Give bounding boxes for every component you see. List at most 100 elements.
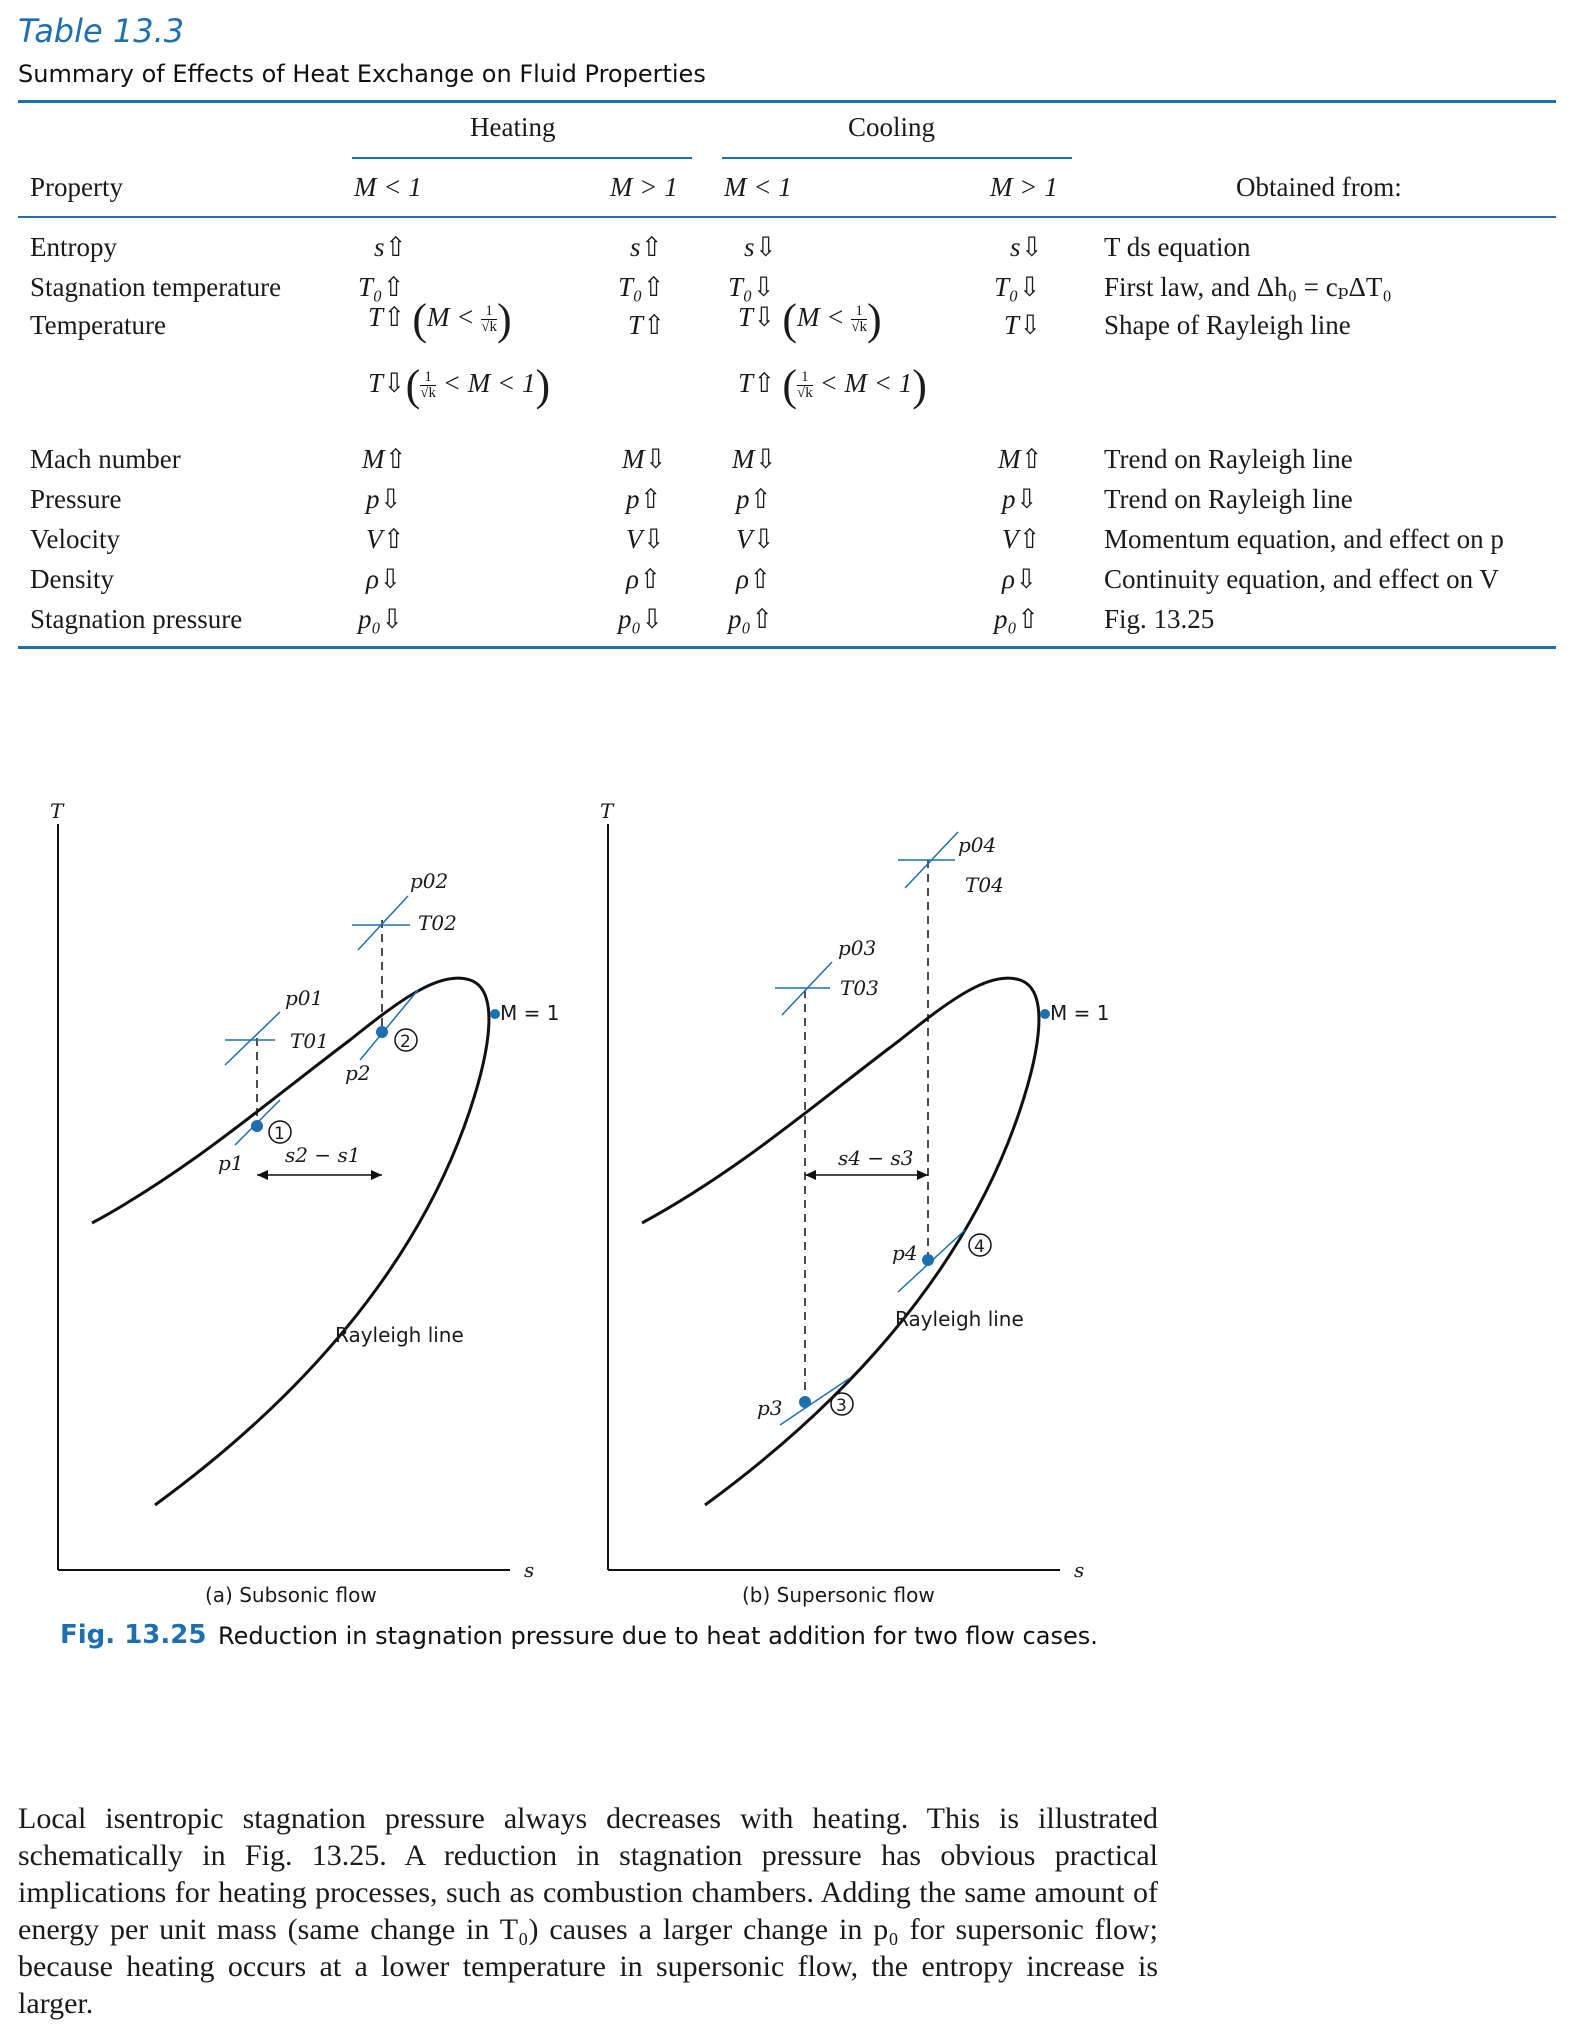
label-T02: T02 <box>418 911 457 935</box>
label-T04: T04 <box>965 873 1004 897</box>
label-p2: p2 <box>345 1061 371 1085</box>
row-cell: s⇧ <box>374 232 408 262</box>
T02-line <box>357 895 409 951</box>
temp-heating-subsonic-a: T⇧ (M < 1 √k) <box>368 294 512 344</box>
row-cell: s⇩ <box>1010 232 1044 262</box>
caption-a: (a) Subsonic flow <box>205 1583 377 1607</box>
temp-cooling-subsonic-a: T⇩ (M < 1 √k) <box>738 294 882 344</box>
label-T03: T03 <box>840 976 879 1000</box>
label-ds-b: s4 − s3 <box>838 1146 913 1170</box>
mach-label-a: M = 1 <box>500 1001 559 1025</box>
row-cell: M⇧ <box>362 444 408 474</box>
row-cell: p⇩ <box>1002 484 1039 514</box>
label-p03: p03 <box>838 936 876 960</box>
rayleigh-curve-a <box>91 976 491 1507</box>
row-source: Momentum equation, and effect on p <box>1104 524 1504 554</box>
label-p02: p02 <box>410 869 448 893</box>
row-source: Trend on Rayleigh line <box>1104 484 1353 514</box>
panel-a: T s M = 1 1 2 <box>50 799 559 1607</box>
row-cell: V⇧ <box>366 524 406 554</box>
col-header-source: Obtained from: <box>1236 172 1402 202</box>
T01-line <box>224 1011 281 1066</box>
table-title: Summary of Effects of Heat Exchange on F… <box>18 60 706 88</box>
ds-arrowhead-left-a <box>257 1170 268 1180</box>
row-cell: M⇩ <box>622 444 668 474</box>
label-ds-a: s2 − s1 <box>285 1143 360 1167</box>
row-property: Temperature <box>30 310 167 340</box>
label-p4: p4 <box>892 1241 918 1265</box>
row-cell: T₀⇧ <box>618 272 666 302</box>
rayleigh-label-b: Rayleigh line <box>895 1307 1024 1331</box>
col-header-cooling-subsonic: M < 1 <box>724 172 792 202</box>
axis-label-s-a: s <box>524 1558 534 1582</box>
mach-label-b: M = 1 <box>1050 1001 1109 1025</box>
table-bottom-rule <box>18 646 1556 649</box>
T04-line <box>904 831 959 889</box>
row-cell: p⇧ <box>626 484 663 514</box>
temp-cooling-subsonic-b: T⇧ (1 √k < M < 1) <box>738 360 927 410</box>
state-point-1 <box>251 1120 263 1132</box>
body-paragraph: Local isentropic stagnation pressure alw… <box>18 1802 1158 2020</box>
row-property: Stagnation temperature <box>30 272 282 302</box>
label-p01: p01 <box>285 986 323 1010</box>
row-cell: p₀⇩ <box>618 604 664 634</box>
state-point-3 <box>799 1396 811 1408</box>
row-source: T ds equation <box>1104 232 1251 262</box>
col-header-property: Property <box>30 172 123 202</box>
row-cell: T₀⇩ <box>728 272 776 302</box>
row-cell: T₀⇩ <box>994 272 1042 302</box>
row-cell: p₀⇧ <box>994 604 1040 634</box>
row-property: Mach number <box>30 444 181 474</box>
temp-heating-subsonic-b: T⇩(1 √k < M < 1) <box>368 360 551 410</box>
rayleigh-curve-b <box>641 976 1041 1507</box>
row-source: Shape of Rayleigh line <box>1104 310 1351 340</box>
row-cell: T⇧ <box>628 310 666 340</box>
table-top-rule <box>18 100 1556 103</box>
state-point-4 <box>922 1254 934 1266</box>
ds-arrowhead-right-b <box>917 1170 928 1180</box>
ds-arrowhead-left-b <box>805 1170 816 1180</box>
row-cell: p₀⇩ <box>358 604 404 634</box>
cooling-rule <box>722 157 1072 159</box>
label-T01: T01 <box>290 1029 329 1053</box>
row-property: Velocity <box>30 524 120 554</box>
figure-13-25: T s M = 1 1 2 <box>50 799 1109 1607</box>
group-header-heating: Heating <box>470 112 556 142</box>
state-circle-2 <box>394 1028 418 1052</box>
row-cell: M⇧ <box>998 444 1044 474</box>
state-label-3: 3 <box>836 1396 847 1416</box>
row-cell: ρ⇧ <box>626 564 662 594</box>
figure-caption-number: Fig. 13.25 <box>60 1620 207 1650</box>
state-circle-4 <box>968 1233 992 1257</box>
row-cell: s⇩ <box>744 232 778 262</box>
figure-caption-text: Reduction in stagnation pressure due to … <box>218 1622 1098 1650</box>
label-p04: p04 <box>958 833 996 857</box>
row-property: Pressure <box>30 484 122 514</box>
row-cell: T₀⇧ <box>358 272 406 302</box>
sonic-point-b <box>1040 1009 1050 1019</box>
state-circle-1 <box>268 1120 292 1144</box>
label-p1: p1 <box>218 1151 244 1175</box>
col-header-heating-supersonic: M > 1 <box>610 172 678 202</box>
row-property: Entropy <box>30 232 117 262</box>
panel-b: T s M = 1 3 4 p03 <box>600 799 1109 1607</box>
table-label: Table 13.3 <box>18 12 185 50</box>
header-rule <box>18 216 1556 218</box>
label-p3: p3 <box>757 1396 783 1420</box>
sonic-point-a <box>490 1009 500 1019</box>
heating-rule <box>352 157 692 159</box>
row-property: Density <box>30 564 114 594</box>
row-cell: p₀⇧ <box>728 604 774 634</box>
row-cell: ρ⇩ <box>366 564 402 594</box>
axis-label-T-b: T <box>600 799 615 823</box>
state-circle-3 <box>830 1392 854 1416</box>
row-cell: M⇩ <box>732 444 778 474</box>
rayleigh-label-a: Rayleigh line <box>335 1323 464 1347</box>
col-header-cooling-supersonic: M > 1 <box>990 172 1058 202</box>
col-header-heating-subsonic: M < 1 <box>354 172 422 202</box>
axis-label-s-b: s <box>1074 1558 1084 1582</box>
row-property: Stagnation pressure <box>30 604 243 634</box>
row-cell: V⇧ <box>1002 524 1042 554</box>
row-source: Continuity equation, and effect on V <box>1104 564 1499 594</box>
group-header-cooling: Cooling <box>848 112 936 142</box>
